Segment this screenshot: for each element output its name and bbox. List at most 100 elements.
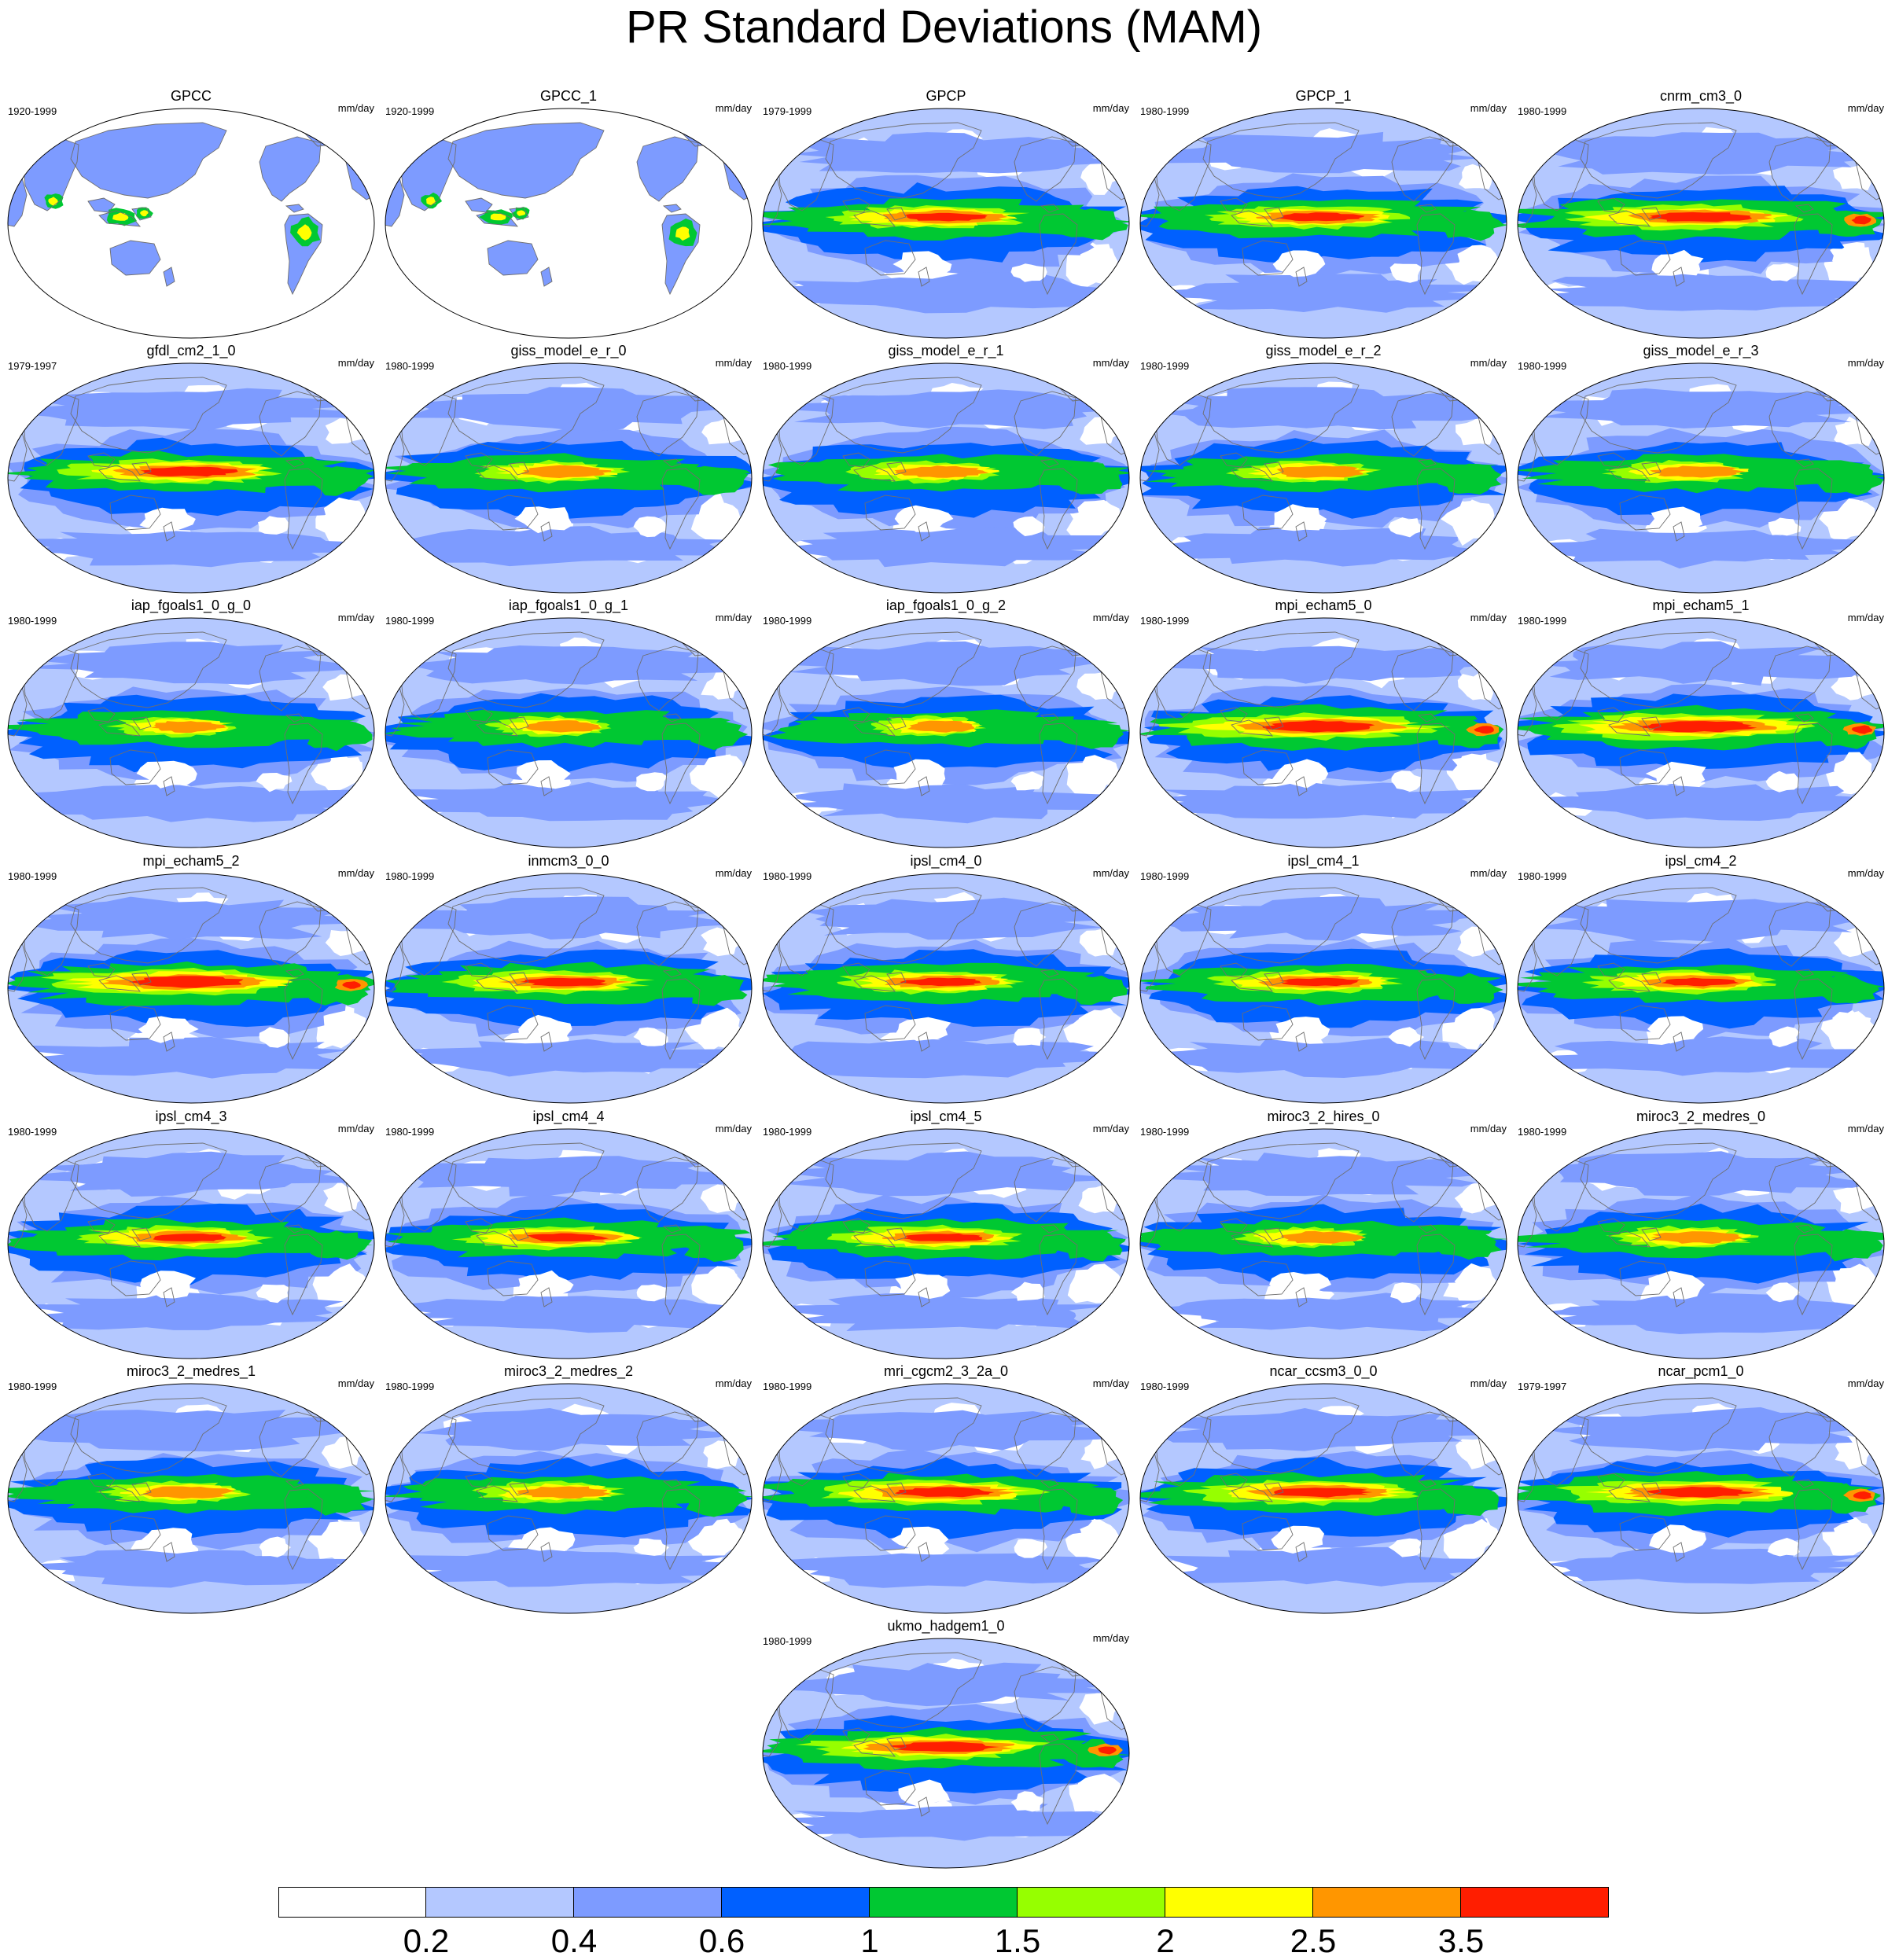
coastline bbox=[131, 716, 152, 730]
map-border bbox=[385, 617, 753, 848]
coastline bbox=[1533, 903, 1589, 976]
map-border bbox=[7, 617, 375, 848]
panel-title: iap_fgoals1_0_g_2 bbox=[885, 598, 1007, 613]
coastline bbox=[1768, 136, 1831, 202]
coastline bbox=[1391, 136, 1454, 202]
coastline bbox=[1619, 1260, 1671, 1296]
coastline bbox=[1794, 723, 1833, 805]
panel-year-range: 1980-1999 bbox=[1140, 615, 1190, 627]
panel-title: ukmo_hadgem1_0 bbox=[887, 1618, 1005, 1634]
robinson-map bbox=[7, 108, 375, 339]
coastline bbox=[87, 1218, 116, 1234]
coastline bbox=[886, 1482, 907, 1496]
coastline bbox=[70, 1142, 227, 1219]
coastline bbox=[1768, 1411, 1831, 1477]
coastline bbox=[1202, 887, 1360, 964]
map-panel: mpi_echam5_0 1980-1999 mm/day bbox=[1139, 598, 1508, 849]
coastline bbox=[842, 707, 870, 723]
coastline bbox=[1619, 495, 1671, 531]
coastline bbox=[509, 716, 529, 730]
panel-title: mpi_echam5_1 bbox=[1652, 598, 1750, 613]
coastline bbox=[778, 1158, 834, 1232]
map-border bbox=[762, 617, 1130, 848]
robinson-map bbox=[7, 617, 375, 848]
coastline bbox=[1155, 1413, 1212, 1487]
coastline bbox=[1155, 903, 1212, 976]
map-border bbox=[385, 362, 753, 594]
coastline bbox=[842, 962, 870, 978]
coastline bbox=[1391, 1157, 1454, 1223]
coastline bbox=[285, 713, 304, 723]
panel-title: iap_fgoals1_0_g_1 bbox=[508, 598, 629, 613]
panel-title: mpi_echam5_2 bbox=[142, 853, 240, 869]
robinson-map bbox=[1139, 1128, 1507, 1359]
map-border bbox=[385, 873, 753, 1104]
map-border bbox=[1517, 873, 1885, 1104]
panel-units: mm/day bbox=[337, 1377, 374, 1389]
coastline bbox=[109, 1005, 161, 1041]
panel-year-range: 1920-1999 bbox=[8, 105, 57, 117]
map-panel: ncar_ccsm3_0_0 1980-1999 mm/day bbox=[1139, 1363, 1508, 1615]
robinson-map bbox=[1517, 873, 1885, 1104]
coastline bbox=[1580, 1397, 1737, 1474]
panel-units: mm/day bbox=[1092, 357, 1129, 369]
coastline bbox=[1416, 1488, 1456, 1571]
map-panel: GPCC_1 1920-1999 mm/day bbox=[384, 88, 753, 340]
map-border bbox=[762, 1638, 1130, 1869]
coastline bbox=[662, 204, 682, 213]
coastline bbox=[70, 122, 227, 199]
panel-title: GPCC_1 bbox=[539, 88, 598, 104]
coastline bbox=[285, 204, 304, 213]
map-panel: cnrm_cm3_0 1980-1999 mm/day bbox=[1516, 88, 1886, 340]
coastline bbox=[1231, 1230, 1274, 1248]
coastline bbox=[23, 647, 79, 721]
panel-title: ipsl_cm4_4 bbox=[532, 1109, 605, 1124]
coastline bbox=[1231, 975, 1274, 992]
robinson-map bbox=[762, 1383, 1130, 1614]
coastline bbox=[1580, 1142, 1737, 1219]
coastline bbox=[1264, 972, 1284, 986]
panel-year-range: 1980-1999 bbox=[1518, 1126, 1567, 1138]
panel-title: GPCP_1 bbox=[1295, 88, 1352, 104]
map-panel: giss_model_e_r_3 1980-1999 mm/day bbox=[1516, 343, 1886, 594]
coastline bbox=[259, 645, 322, 712]
coastline bbox=[778, 392, 834, 466]
coastline bbox=[476, 1230, 519, 1248]
panel-units: mm/day bbox=[337, 102, 374, 114]
coastline bbox=[1039, 978, 1078, 1061]
coastline bbox=[1417, 1479, 1437, 1488]
coastline bbox=[778, 1413, 834, 1487]
colorbar-tick-label: 3.5 bbox=[1437, 1922, 1485, 1959]
coastline bbox=[1014, 1666, 1076, 1732]
coastline bbox=[918, 1287, 930, 1307]
coastline bbox=[842, 1727, 870, 1743]
robinson-map bbox=[385, 617, 753, 848]
coastline bbox=[1641, 462, 1662, 476]
coastline bbox=[465, 197, 493, 213]
coastline bbox=[476, 1485, 519, 1502]
coastline bbox=[465, 452, 493, 468]
robinson-map bbox=[1139, 873, 1507, 1104]
coastline bbox=[661, 213, 701, 296]
coastline bbox=[1242, 495, 1294, 531]
panel-units: mm/day bbox=[337, 867, 374, 879]
map-border bbox=[1517, 1128, 1885, 1359]
panel-units: mm/day bbox=[1847, 867, 1884, 879]
coastline bbox=[1231, 719, 1274, 737]
panel-units: mm/day bbox=[715, 612, 752, 623]
coastline bbox=[853, 975, 896, 992]
coastline bbox=[163, 776, 175, 796]
coastline bbox=[487, 1260, 539, 1296]
robinson-map bbox=[1517, 1128, 1885, 1359]
panel-year-range: 1980-1999 bbox=[1140, 870, 1190, 882]
coastline bbox=[825, 1142, 982, 1219]
coastline bbox=[1580, 887, 1737, 964]
coastline bbox=[487, 1515, 539, 1551]
coastline bbox=[1014, 1157, 1076, 1223]
panel-year-range: 1980-1999 bbox=[1140, 105, 1190, 117]
robinson-map bbox=[385, 873, 753, 1104]
coastline bbox=[886, 972, 907, 986]
map-border bbox=[1139, 1128, 1507, 1359]
panel-title: ipsl_cm4_5 bbox=[910, 1109, 982, 1124]
coastline bbox=[1155, 647, 1212, 721]
